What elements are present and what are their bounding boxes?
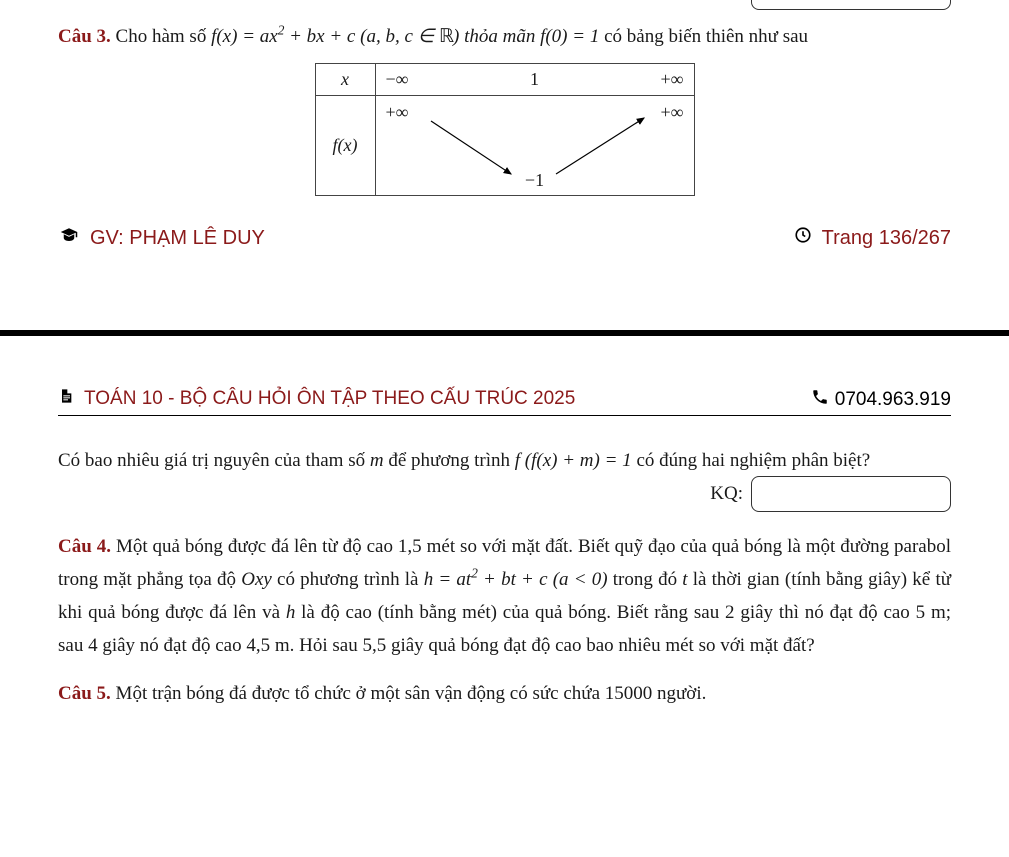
question-5: Câu 5. Một trận bóng đá được tổ chức ở m… [58,677,951,710]
q3c-m: m [370,450,384,471]
page-footer: GV: PHẠM LÊ DUY Trang 136/267 [58,226,951,250]
clock-icon [794,226,812,250]
footer-teacher: GV: PHẠM LÊ DUY [58,226,265,250]
vt-tick-1: 1 [530,69,539,90]
page-number: Trang 136/267 [822,227,951,250]
header-title-text: TOÁN 10 - BỘ CÂU HỎI ÔN TẬP THEO CẤU TRÚ… [84,388,575,410]
vt-arrows [376,96,694,196]
question-4-label: Câu 4. [58,536,111,557]
q5-text: Một trận bóng đá được tổ chức ở một sân … [116,683,707,704]
question-3-label: Câu 3. [58,26,111,47]
variation-table: x −∞ 1 +∞ f(x) +∞ +∞ −1 [315,63,695,196]
question-3: Câu 3. Cho hàm số f(x) = ax2 + bx + c (a… [58,20,951,53]
phone-icon [811,388,829,412]
header-phone: 0704.963.919 [811,388,951,412]
vt-fx-label: f(x) [315,96,375,196]
q3c-text-b: để phương trình [388,450,514,471]
teacher-name: GV: PHẠM LÊ DUY [90,227,265,250]
vt-tick-pos-inf: +∞ [661,69,684,90]
q3-fx: f(x) = ax2 + bx + c (a, b, c ∈ [211,26,439,47]
question-3-continued: Có bao nhiêu giá trị nguyên của tham số … [58,444,951,511]
q3c-text-a: Có bao nhiêu giá trị nguyên của tham số [58,450,370,471]
vt-body: +∞ +∞ −1 [375,96,694,196]
q3c-text-c: có đúng hai nghiệm phân biệt? [636,450,870,471]
question-5-label: Câu 5. [58,683,111,704]
q3-text-1: Cho hàm số [116,26,212,47]
page-header: TOÁN 10 - BỘ CÂU HỎI ÔN TẬP THEO CẤU TRÚ… [58,386,951,416]
q3-after-real: ) thỏa mãn [453,26,540,47]
q4-text-b: có phương trình là [277,569,424,590]
kq-box-fragment [751,0,951,10]
page-upper: Câu 3. Cho hàm số f(x) = ax2 + bx + c (a… [0,0,1009,280]
q3c-eq: f (f(x) + m) = 1 [515,450,632,471]
q4-oxy: Oxy [241,569,272,590]
q3-text-2: có bảng biến thiên như sau [599,26,808,47]
q4-h: h [286,602,296,623]
vt-x-row: −∞ 1 +∞ [375,64,694,96]
header-title: TOÁN 10 - BỘ CÂU HỎI ÔN TẬP THEO CẤU TRÚ… [58,386,575,412]
document-icon [58,386,74,412]
question-4: Câu 4. Một quả bóng được đá lên từ độ ca… [58,530,951,663]
vt-x-label: x [315,64,375,96]
kq-wrap: KQ: [710,476,951,512]
vt-tick-neg-inf: −∞ [386,69,409,90]
q4-t: t [682,569,687,590]
q3-f0: f(0) = 1 [540,26,599,47]
q4-eq: h = at2 + bt + c (a < 0) [424,569,608,590]
footer-page: Trang 136/267 [794,226,951,250]
kq-label: KQ: [710,477,743,510]
page-lower: TOÁN 10 - BỘ CÂU HỎI ÔN TẬP THEO CẤU TRÚ… [0,336,1009,726]
kq-answer-box[interactable] [751,476,951,512]
graduation-cap-icon [58,226,80,250]
real-symbol: ℝ [439,26,453,47]
header-phone-text: 0704.963.919 [835,389,951,411]
q4-text-c: trong đó [613,569,683,590]
